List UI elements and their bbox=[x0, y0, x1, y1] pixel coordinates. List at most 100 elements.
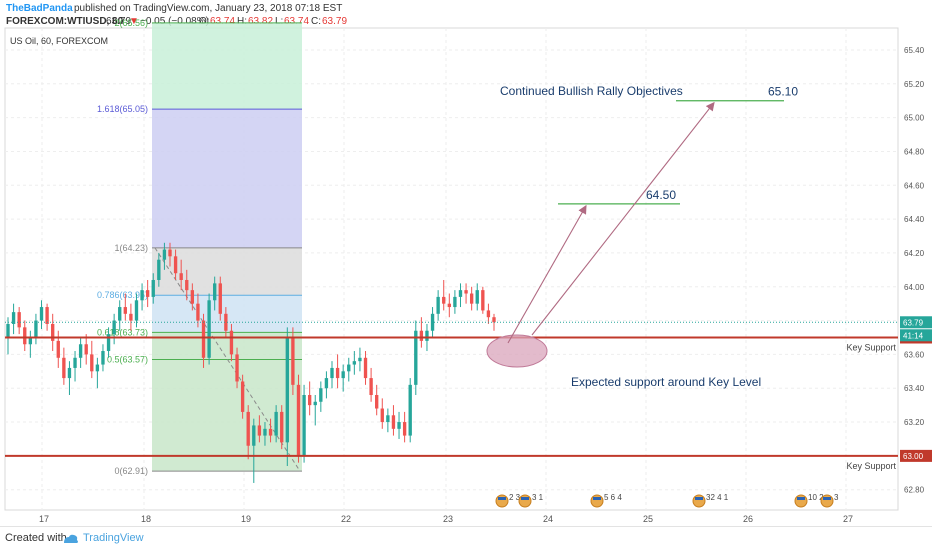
event-flag-icon[interactable] bbox=[794, 494, 808, 508]
candle-body[interactable] bbox=[78, 344, 83, 358]
candle-body[interactable] bbox=[492, 317, 496, 323]
candle-body[interactable] bbox=[313, 401, 317, 406]
candle-body[interactable] bbox=[335, 367, 340, 379]
candle-body[interactable] bbox=[129, 313, 133, 321]
candle-body[interactable] bbox=[458, 290, 463, 297]
candle-body[interactable] bbox=[101, 351, 105, 365]
candle-body[interactable] bbox=[369, 378, 373, 395]
candle-body[interactable] bbox=[45, 307, 49, 324]
candle-body[interactable] bbox=[73, 357, 77, 368]
candle-body[interactable] bbox=[274, 411, 278, 436]
candle-body[interactable] bbox=[134, 300, 139, 321]
candle-body[interactable] bbox=[28, 337, 33, 345]
candle-body[interactable] bbox=[380, 408, 384, 423]
candle-body[interactable] bbox=[190, 290, 195, 304]
candle-body[interactable] bbox=[402, 422, 407, 436]
candle-body[interactable] bbox=[447, 303, 451, 308]
candle-body[interactable] bbox=[425, 330, 429, 341]
candle-body[interactable] bbox=[157, 259, 161, 280]
candle-body[interactable] bbox=[240, 381, 245, 412]
candle-body[interactable] bbox=[51, 323, 55, 341]
candle-body[interactable] bbox=[486, 310, 491, 318]
candle-body[interactable] bbox=[263, 428, 267, 436]
candle-body[interactable] bbox=[17, 312, 21, 328]
candle-body[interactable] bbox=[235, 354, 239, 382]
candle-body[interactable] bbox=[84, 344, 88, 355]
candle-body[interactable] bbox=[213, 283, 217, 301]
candle-body[interactable] bbox=[358, 357, 362, 362]
candle-body[interactable] bbox=[296, 384, 301, 456]
candle-body[interactable] bbox=[363, 357, 368, 379]
candle-body[interactable] bbox=[201, 320, 206, 358]
candle-body[interactable] bbox=[268, 428, 273, 436]
candle-body[interactable] bbox=[151, 279, 155, 297]
candle-body[interactable] bbox=[39, 307, 44, 321]
candle-body[interactable] bbox=[11, 312, 16, 324]
candle-body[interactable] bbox=[34, 320, 38, 338]
candle-body[interactable] bbox=[118, 307, 122, 321]
candle-body[interactable] bbox=[324, 378, 329, 389]
candle-body[interactable] bbox=[62, 357, 66, 379]
candle-body[interactable] bbox=[375, 394, 379, 409]
tradingview-brand[interactable]: TradingView bbox=[83, 532, 144, 544]
event-flag-icon[interactable] bbox=[692, 494, 706, 508]
candle-body[interactable] bbox=[207, 300, 211, 358]
candle-body[interactable] bbox=[106, 334, 111, 352]
candle-body[interactable] bbox=[319, 388, 323, 402]
candle-body[interactable] bbox=[397, 422, 401, 429]
candle-body[interactable] bbox=[185, 279, 189, 291]
candle-body[interactable] bbox=[469, 293, 474, 304]
candle-body[interactable] bbox=[481, 290, 485, 311]
candle-body[interactable] bbox=[475, 290, 479, 304]
candle-body[interactable] bbox=[391, 415, 396, 429]
candle-body[interactable] bbox=[112, 320, 116, 335]
event-flag-icon[interactable] bbox=[518, 494, 532, 508]
event-flag-icon[interactable] bbox=[590, 494, 604, 508]
candle-body[interactable] bbox=[453, 296, 457, 308]
candle-body[interactable] bbox=[330, 367, 334, 379]
candle-body[interactable] bbox=[140, 290, 144, 301]
event-flag-stripe bbox=[797, 497, 805, 500]
candle-body[interactable] bbox=[179, 273, 183, 280]
candle-body[interactable] bbox=[252, 425, 256, 446]
candle-body[interactable] bbox=[419, 330, 424, 341]
event-flag-icon[interactable] bbox=[820, 494, 834, 508]
candle-body[interactable] bbox=[408, 384, 412, 436]
candle-body[interactable] bbox=[307, 394, 312, 406]
candle-body[interactable] bbox=[218, 283, 222, 314]
candle-body[interactable] bbox=[123, 307, 127, 314]
candle-body[interactable] bbox=[414, 330, 418, 385]
candle-body[interactable] bbox=[302, 394, 306, 456]
price-chart[interactable]: 62.8063.0063.2063.4063.6063.8064.0064.20… bbox=[0, 0, 932, 526]
candle-body[interactable] bbox=[173, 256, 178, 274]
event-flag-icon[interactable] bbox=[495, 494, 509, 508]
candle-body[interactable] bbox=[280, 411, 284, 443]
candle-body[interactable] bbox=[386, 415, 390, 423]
candle-body[interactable] bbox=[347, 364, 351, 372]
candle-body[interactable] bbox=[224, 313, 228, 331]
candle-body[interactable] bbox=[196, 303, 200, 321]
candle-body[interactable] bbox=[6, 323, 10, 338]
candle-body[interactable] bbox=[145, 290, 150, 297]
candle-body[interactable] bbox=[246, 411, 250, 446]
tradingview-logo-icon[interactable] bbox=[62, 533, 80, 545]
candle-body[interactable] bbox=[341, 371, 345, 379]
candle-body[interactable] bbox=[464, 290, 468, 294]
candle-body[interactable] bbox=[430, 313, 435, 331]
candle-body[interactable] bbox=[229, 330, 234, 355]
candle-body[interactable] bbox=[56, 340, 60, 358]
candle-body[interactable] bbox=[285, 337, 289, 443]
author-name[interactable]: TheBadPanda bbox=[6, 3, 73, 14]
candle-body[interactable] bbox=[162, 249, 167, 260]
candle-body[interactable] bbox=[291, 337, 295, 385]
target-arrow bbox=[507, 204, 587, 344]
candle-body[interactable] bbox=[442, 296, 446, 304]
candle-body[interactable] bbox=[23, 327, 27, 345]
candle-body[interactable] bbox=[436, 296, 440, 314]
candle-body[interactable] bbox=[352, 361, 357, 365]
candle-body[interactable] bbox=[67, 367, 72, 379]
candle-body[interactable] bbox=[95, 364, 100, 372]
candle-body[interactable] bbox=[168, 249, 172, 257]
candle-body[interactable] bbox=[90, 354, 94, 372]
candle-body[interactable] bbox=[257, 425, 262, 436]
